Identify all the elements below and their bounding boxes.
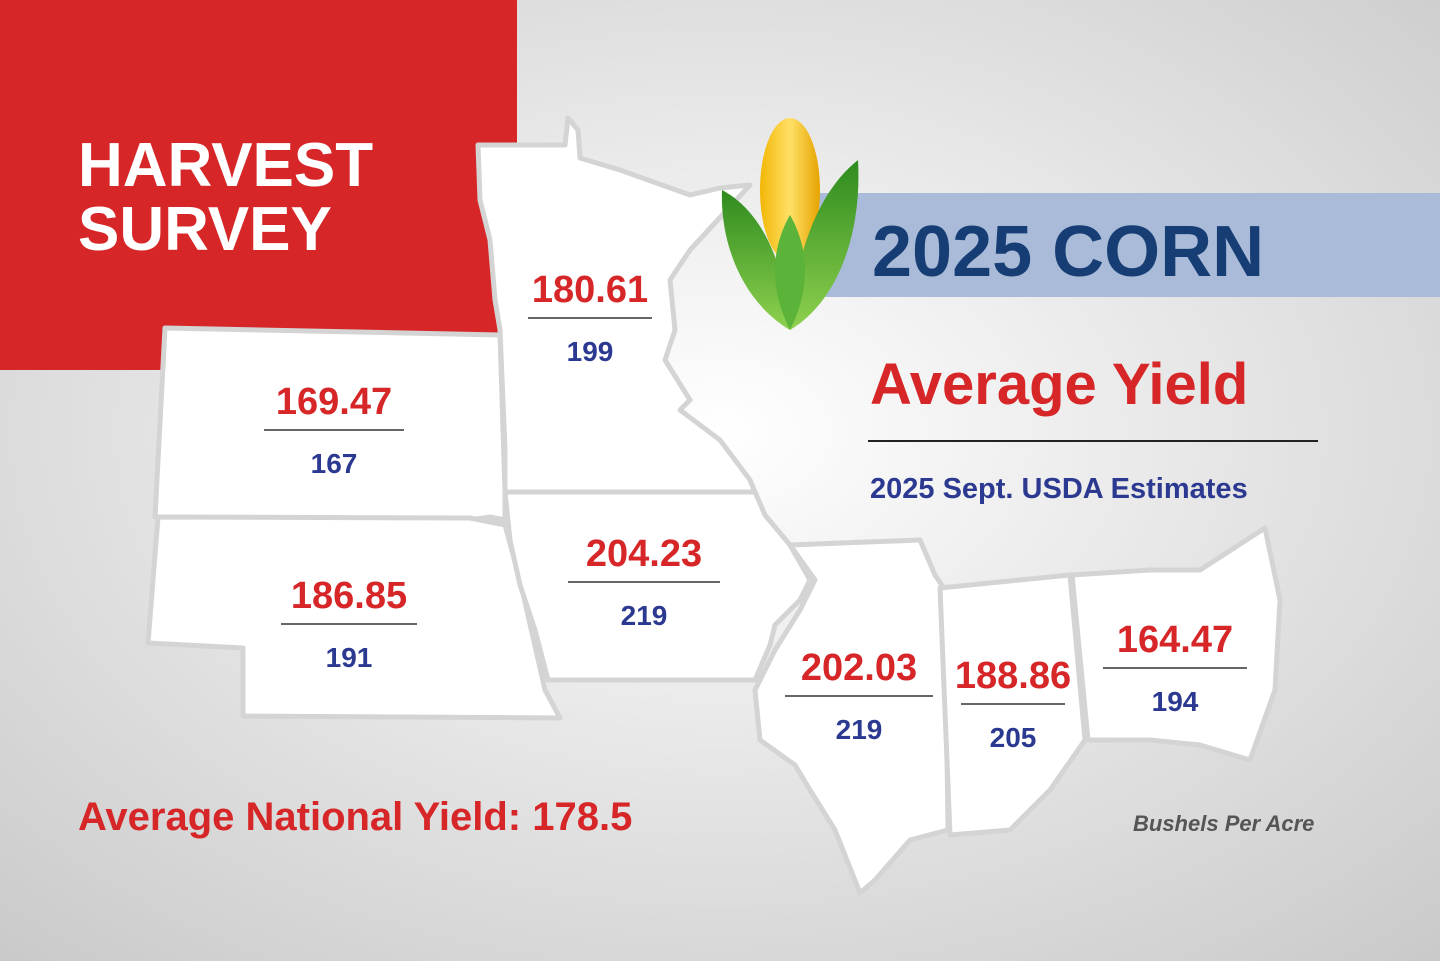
survey-yield: 180.61 xyxy=(532,269,648,311)
usda-yield: 199 xyxy=(567,336,614,367)
survey-yield: 164.47 xyxy=(1117,619,1233,661)
national-yield: Average National Yield: 178.5 xyxy=(78,795,632,839)
usda-yield: 219 xyxy=(836,714,883,745)
usda-yield: 194 xyxy=(1152,686,1199,717)
state-shape xyxy=(475,115,758,495)
banner-text: 2025 CORN xyxy=(872,212,1264,292)
usda-yield: 191 xyxy=(326,642,373,673)
survey-yield: 169.47 xyxy=(276,381,392,423)
state-shape xyxy=(502,489,813,683)
title-block xyxy=(0,0,517,370)
usda-yield: 219 xyxy=(621,600,668,631)
survey-yield: 188.86 xyxy=(955,655,1071,697)
survey-yield: 186.85 xyxy=(291,575,407,617)
state-shape xyxy=(1069,525,1283,763)
heading: Average Yield xyxy=(870,352,1248,417)
state-shape xyxy=(145,514,563,721)
state-shape xyxy=(752,537,951,896)
subheading: 2025 Sept. USDA Estimates xyxy=(870,473,1248,505)
banner-band xyxy=(805,193,1440,297)
usda-yield: 205 xyxy=(990,722,1037,753)
title-line: SURVEY xyxy=(78,195,332,264)
state-shape xyxy=(152,325,508,523)
corn-icon xyxy=(721,118,859,330)
survey-yield: 204.23 xyxy=(586,533,702,575)
title-line: HARVEST xyxy=(78,131,373,200)
unit-note: Bushels Per Acre xyxy=(1133,811,1314,836)
state-labels: 180.61 199 169.47 167 186.85 191 204.23 219 202.… xyxy=(264,269,1247,753)
survey-yield: 202.03 xyxy=(801,647,917,689)
usda-yield: 167 xyxy=(311,448,358,479)
map xyxy=(145,115,1283,896)
